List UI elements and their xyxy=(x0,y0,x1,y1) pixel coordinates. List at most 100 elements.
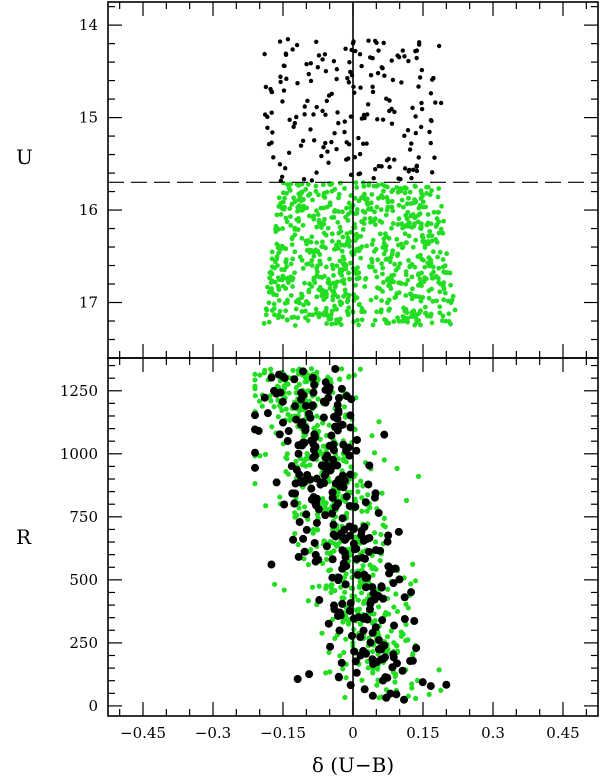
black-point xyxy=(337,658,346,667)
green-point xyxy=(390,221,396,226)
green-point xyxy=(313,188,319,194)
green-point xyxy=(369,648,376,655)
green-point xyxy=(299,295,305,301)
black-point xyxy=(357,52,363,57)
black-point xyxy=(342,392,351,401)
green-point xyxy=(288,214,293,219)
black-point xyxy=(412,644,421,653)
green-point xyxy=(272,312,277,318)
black-point xyxy=(319,153,324,159)
black-point xyxy=(359,63,364,69)
green-point xyxy=(320,420,326,426)
black-point xyxy=(414,168,420,174)
green-point xyxy=(429,286,434,292)
green-point xyxy=(380,280,386,285)
green-point xyxy=(299,309,305,314)
black-point xyxy=(410,105,415,111)
green-point xyxy=(357,301,362,307)
green-point xyxy=(427,229,433,234)
green-point xyxy=(361,309,367,315)
black-point xyxy=(329,91,334,96)
green-point xyxy=(428,257,434,263)
black-point xyxy=(284,427,293,436)
black-point xyxy=(300,547,309,556)
green-point xyxy=(307,191,313,197)
green-point xyxy=(316,311,322,316)
black-point xyxy=(334,408,343,417)
green-point xyxy=(401,305,407,311)
green-point xyxy=(396,280,402,286)
black-point xyxy=(301,423,310,432)
black-point xyxy=(362,649,371,658)
green-point xyxy=(378,531,384,538)
black-point xyxy=(278,79,283,85)
green-point xyxy=(335,456,342,462)
black-point xyxy=(375,117,380,122)
green-point xyxy=(384,277,390,283)
green-point xyxy=(324,321,329,327)
green-point xyxy=(263,503,269,509)
green-point xyxy=(372,209,377,215)
green-point xyxy=(327,282,333,287)
green-point xyxy=(295,208,300,214)
green-point xyxy=(356,584,363,590)
green-point xyxy=(252,377,258,383)
green-point xyxy=(409,274,415,280)
green-point xyxy=(445,298,451,304)
green-point xyxy=(275,245,281,251)
green-point xyxy=(341,595,347,601)
green-point xyxy=(372,216,378,222)
green-point xyxy=(409,681,415,687)
green-point xyxy=(424,191,429,196)
black-point xyxy=(342,492,351,501)
black-point xyxy=(298,143,304,148)
black-point xyxy=(251,425,259,434)
black-point xyxy=(347,60,352,65)
green-point xyxy=(381,236,387,242)
green-point xyxy=(440,257,446,262)
green-point xyxy=(369,242,375,247)
green-point xyxy=(271,404,277,410)
green-point xyxy=(413,237,419,243)
green-point xyxy=(395,315,400,321)
green-point xyxy=(424,222,430,228)
black-point xyxy=(354,613,363,622)
black-point xyxy=(280,374,289,383)
green-point xyxy=(324,189,330,195)
x-tick-label: −0.15 xyxy=(260,724,306,742)
black-point xyxy=(272,478,281,487)
green-point xyxy=(320,311,326,317)
green-point xyxy=(292,232,298,238)
green-point xyxy=(327,200,333,206)
green-point xyxy=(293,458,299,464)
green-point xyxy=(389,199,395,204)
green-point xyxy=(385,199,391,205)
green-point xyxy=(286,186,292,191)
black-point xyxy=(267,560,276,569)
green-point xyxy=(435,254,440,260)
green-point xyxy=(382,317,387,322)
green-point xyxy=(441,218,446,224)
black-point xyxy=(356,633,365,642)
black-point xyxy=(286,150,292,155)
black-point xyxy=(310,380,319,389)
green-point xyxy=(343,675,349,681)
green-point xyxy=(436,230,442,236)
black-point xyxy=(409,175,414,181)
green-point xyxy=(269,249,275,255)
green-point xyxy=(374,274,380,280)
green-point xyxy=(285,471,291,477)
y-tick-label: 500 xyxy=(69,571,98,589)
green-point xyxy=(310,312,315,318)
green-point xyxy=(381,251,387,257)
green-point xyxy=(377,231,383,237)
green-point xyxy=(422,264,428,270)
green-point xyxy=(403,621,409,628)
green-point xyxy=(354,210,360,216)
black-point xyxy=(324,619,333,628)
black-point xyxy=(312,497,321,506)
green-point xyxy=(277,308,283,314)
green-point xyxy=(435,194,441,200)
green-point xyxy=(386,297,392,303)
green-point xyxy=(408,581,414,587)
